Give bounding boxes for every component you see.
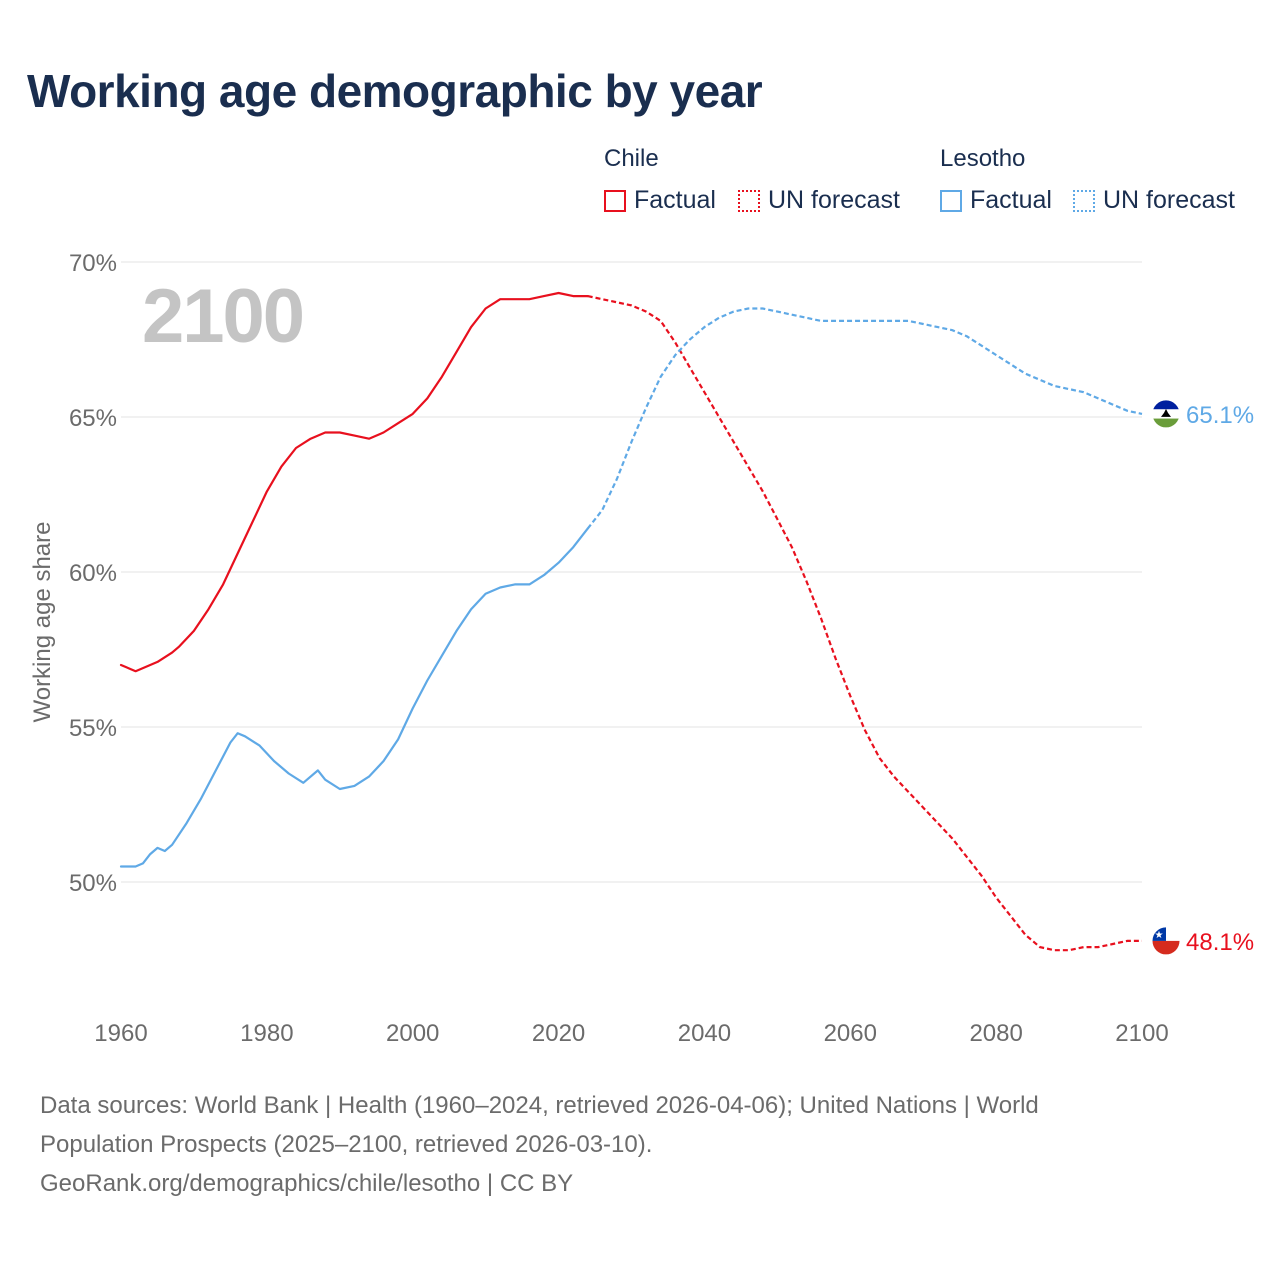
footer-line: Population Prospects (2025–2100, retriev… [40, 1131, 653, 1158]
x-tick-label: 1960 [94, 1020, 147, 1047]
chart-title: Working age demographic by year [27, 65, 763, 117]
line-chart: 70% 65% 60% 55% 50% 1960 1980 2000 2020 2040 2060 2… [29, 250, 1254, 1047]
legend-swatch-dotted [1073, 189, 1095, 212]
y-tick-label: 55% [69, 715, 117, 742]
legend-item-lesotho-forecast[interactable]: UN forecast [1073, 186, 1235, 215]
footer-line: GeoRank.org/demographics/chile/lesotho |… [40, 1170, 574, 1197]
series-line-chile-factual [119, 291, 589, 673]
lesotho-flag-ring [1151, 399, 1181, 429]
x-tick-label: 2060 [824, 1020, 877, 1047]
series-line-lesotho-forecast [586, 307, 1143, 530]
chile-flag-icon: ★ [1152, 926, 1180, 955]
legend-item-chile-factual[interactable]: Factual [604, 186, 716, 215]
svg-text:★: ★ [1155, 930, 1164, 941]
x-tick-label: 2100 [1115, 1020, 1168, 1047]
legend-country-chile: Chile [604, 145, 659, 172]
legend-swatch-solid [940, 189, 962, 212]
end-value-label-chile: 48.1% [1186, 929, 1254, 956]
footer-sources: Data sources: World Bank | Health (1960–… [40, 1086, 1240, 1203]
chile-flag-ring [1151, 926, 1181, 956]
legend-item-lesotho-factual[interactable]: Factual [940, 186, 1052, 215]
legend-label: Factual [634, 186, 716, 214]
legend-label: UN forecast [1103, 186, 1235, 214]
legend-swatch-dotted [738, 189, 760, 212]
y-tick-label: 65% [69, 405, 117, 432]
legend-item-chile-forecast[interactable]: UN forecast [738, 186, 900, 215]
year-watermark: 2100 [142, 274, 303, 359]
legend-label: UN forecast [768, 186, 900, 214]
y-tick-label: 60% [69, 560, 117, 587]
lesotho-flag-icon [1152, 399, 1180, 428]
series-line-lesotho-factual [119, 527, 589, 868]
end-value-label-lesotho: 65.1% [1186, 402, 1254, 429]
x-tick-label: 2080 [969, 1020, 1022, 1047]
y-axis-label: Working age share [29, 522, 56, 723]
x-tick-label: 2040 [678, 1020, 731, 1047]
footer-line: Data sources: World Bank | Health (1960–… [40, 1092, 1039, 1119]
x-tick-label: 1980 [240, 1020, 293, 1047]
y-tick-label: 50% [69, 870, 117, 897]
legend-country-lesotho: Lesotho [940, 145, 1026, 172]
y-tick-label: 70% [69, 250, 117, 277]
x-tick-label: 2000 [386, 1020, 439, 1047]
legend-swatch-solid [604, 189, 626, 212]
x-tick-label: 2020 [532, 1020, 585, 1047]
legend-label: Factual [970, 186, 1052, 214]
series-line-chile-forecast [587, 295, 1142, 952]
